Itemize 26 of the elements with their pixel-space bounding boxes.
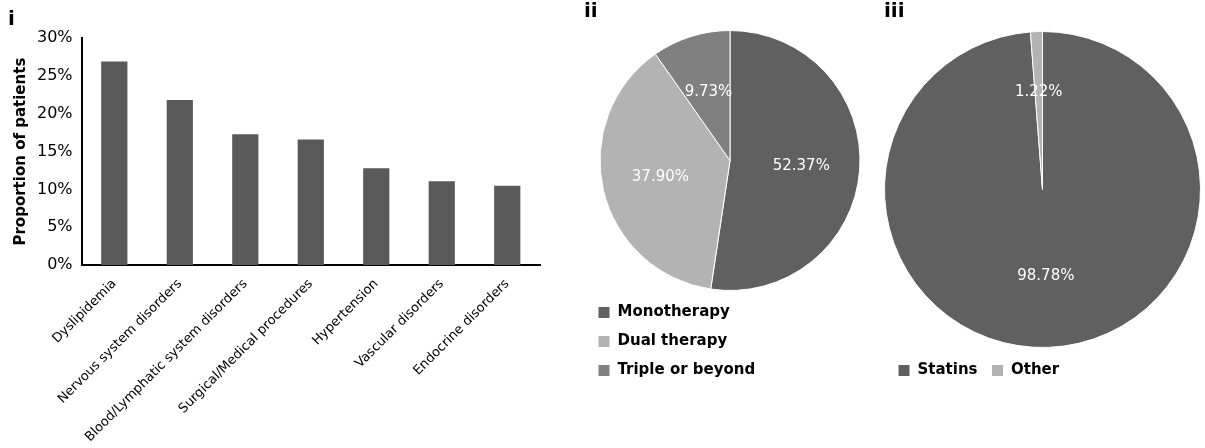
bar [494, 185, 521, 266]
legend-label: Dual therapy [617, 331, 728, 350]
data-label: 37.90% [631, 166, 689, 185]
bar [166, 100, 193, 266]
legend-label: Other [1011, 360, 1060, 379]
chart-title: i [8, 6, 15, 31]
y-tick-label: 20% [37, 102, 73, 122]
y-tick-label: 5% [47, 216, 73, 236]
chart-title: iii [884, 0, 905, 23]
legend-label: Triple or beyond [617, 360, 756, 379]
y-axis-title: Proportion of patients [10, 57, 29, 246]
bar [363, 168, 390, 266]
bar [101, 61, 128, 266]
y-tick-label: 25% [37, 65, 73, 85]
data-label: 98.78% [1017, 266, 1075, 285]
bar [428, 181, 455, 266]
y-tick-label: 15% [37, 140, 73, 160]
legend-label: Statins [917, 360, 978, 379]
bar [232, 134, 259, 266]
y-tick-label: 10% [37, 178, 73, 198]
chart-title: ii [584, 0, 598, 23]
y-tick-label: 30% [37, 27, 73, 47]
y-tick-label: 0% [47, 254, 73, 274]
data-label: 52.37% [772, 155, 830, 174]
legend-label: Monotherapy [617, 302, 730, 321]
bar [297, 139, 324, 266]
